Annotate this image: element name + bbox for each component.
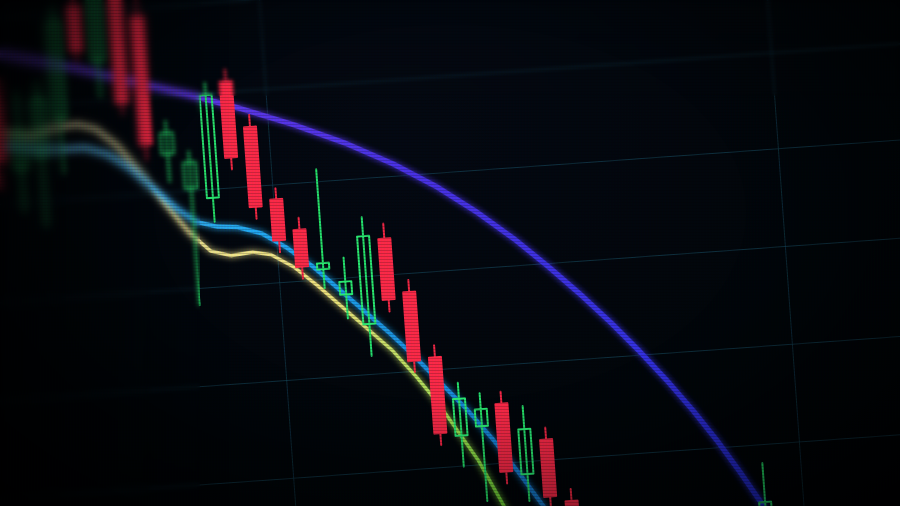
candle-body xyxy=(182,161,199,190)
candle-body xyxy=(451,397,469,438)
candle-body xyxy=(473,407,490,428)
candle-body xyxy=(315,261,331,271)
candle-body xyxy=(338,279,354,297)
candle-body xyxy=(292,227,310,268)
candle-wick xyxy=(315,168,326,290)
candle-body xyxy=(159,131,175,156)
candle-body xyxy=(269,198,287,243)
candle-body xyxy=(758,500,775,506)
candle-body xyxy=(11,130,29,171)
